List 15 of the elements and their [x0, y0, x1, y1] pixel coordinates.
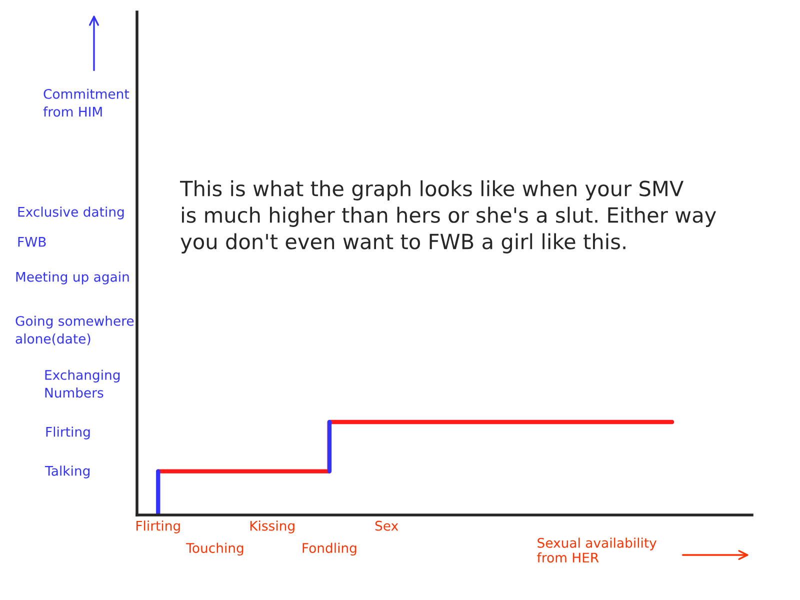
text: Going somewhere alone(date) [16, 316, 134, 346]
text: FWB [18, 237, 46, 247]
x-axis-title: Sexual availability from HER [537, 538, 656, 563]
text: Talking [44, 466, 90, 478]
text: Meeting up again [16, 272, 129, 284]
text: Exclusive dating [18, 206, 124, 220]
x-tick-label: Kissing [250, 520, 294, 534]
text: Commitment from HIM [43, 88, 130, 117]
x-tick-label: Flirting [136, 520, 180, 534]
text: Exchanging Numbers [45, 370, 120, 398]
x-tick-label: Sex [375, 520, 398, 531]
x-tick-label: Fondling [302, 542, 356, 556]
text: Flirting [46, 426, 90, 440]
text: This is what the graph looks like when your SMV is much higher than hers or she's a slut. Either way you don't even want to FWB a girl like this. [180, 180, 716, 254]
x-tick-label: Touching [186, 542, 244, 556]
